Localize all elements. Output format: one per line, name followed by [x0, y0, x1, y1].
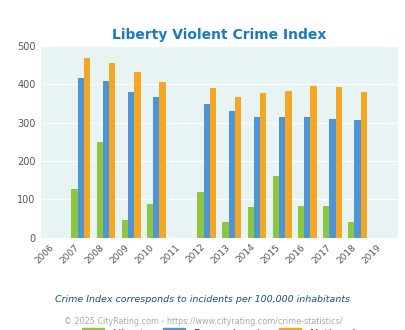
- Bar: [159, 82, 165, 238]
- Bar: [153, 97, 159, 238]
- Bar: [102, 82, 109, 238]
- Bar: [234, 97, 241, 238]
- Bar: [96, 142, 102, 238]
- Bar: [109, 63, 115, 238]
- Legend: Liberty, Pennsylvania, National: Liberty, Pennsylvania, National: [77, 323, 360, 330]
- Bar: [197, 192, 203, 238]
- Bar: [222, 221, 228, 238]
- Bar: [322, 206, 328, 238]
- Bar: [228, 111, 234, 238]
- Bar: [360, 92, 366, 238]
- Bar: [285, 91, 291, 238]
- Bar: [122, 219, 128, 238]
- Bar: [253, 117, 260, 238]
- Bar: [328, 118, 335, 238]
- Text: © 2025 CityRating.com - https://www.cityrating.com/crime-statistics/: © 2025 CityRating.com - https://www.city…: [64, 317, 341, 326]
- Bar: [278, 117, 285, 238]
- Bar: [71, 189, 77, 238]
- Bar: [354, 120, 360, 238]
- Bar: [310, 85, 316, 238]
- Bar: [128, 92, 134, 238]
- Bar: [297, 206, 303, 238]
- Bar: [272, 176, 278, 238]
- Bar: [203, 104, 209, 238]
- Bar: [303, 117, 310, 238]
- Bar: [347, 221, 354, 238]
- Text: Crime Index corresponds to incidents per 100,000 inhabitants: Crime Index corresponds to incidents per…: [55, 295, 350, 304]
- Bar: [335, 87, 341, 238]
- Bar: [209, 88, 215, 238]
- Bar: [260, 92, 266, 238]
- Bar: [134, 72, 140, 238]
- Bar: [247, 207, 253, 238]
- Title: Liberty Violent Crime Index: Liberty Violent Crime Index: [112, 28, 326, 42]
- Bar: [84, 58, 90, 238]
- Bar: [77, 78, 84, 238]
- Bar: [147, 204, 153, 238]
